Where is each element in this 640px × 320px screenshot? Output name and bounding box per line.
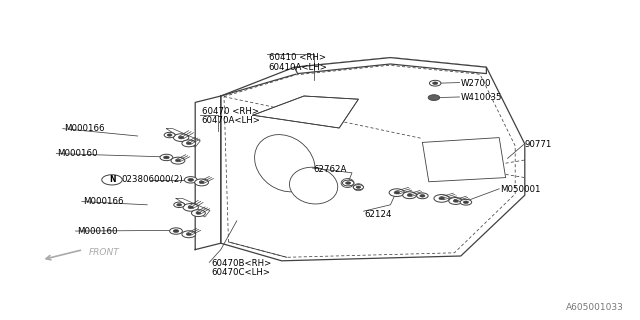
Circle shape bbox=[453, 200, 458, 202]
Circle shape bbox=[173, 134, 189, 141]
Polygon shape bbox=[422, 138, 506, 182]
Text: 62124: 62124 bbox=[365, 210, 392, 219]
Circle shape bbox=[342, 180, 354, 186]
Ellipse shape bbox=[341, 179, 354, 188]
Text: M000160: M000160 bbox=[77, 227, 117, 236]
Circle shape bbox=[188, 178, 193, 181]
Circle shape bbox=[353, 185, 364, 190]
Circle shape bbox=[182, 140, 196, 147]
Circle shape bbox=[403, 192, 417, 199]
Text: M000166: M000166 bbox=[83, 197, 124, 206]
Circle shape bbox=[394, 191, 399, 194]
Circle shape bbox=[164, 132, 175, 138]
Circle shape bbox=[177, 204, 182, 206]
Circle shape bbox=[167, 134, 172, 136]
Circle shape bbox=[188, 206, 193, 209]
Circle shape bbox=[346, 182, 351, 184]
Circle shape bbox=[184, 177, 197, 183]
Circle shape bbox=[389, 189, 404, 196]
Circle shape bbox=[195, 179, 209, 186]
Ellipse shape bbox=[354, 184, 364, 191]
Circle shape bbox=[449, 197, 463, 204]
Circle shape bbox=[434, 195, 449, 202]
Text: M000166: M000166 bbox=[64, 124, 104, 133]
Circle shape bbox=[429, 80, 441, 86]
Text: 60470 <RH>: 60470 <RH> bbox=[202, 108, 259, 116]
Circle shape bbox=[191, 210, 205, 217]
Text: 60410 <RH>: 60410 <RH> bbox=[269, 53, 326, 62]
Text: W410035: W410035 bbox=[461, 93, 502, 102]
Text: 023806000(2): 023806000(2) bbox=[122, 175, 183, 184]
Text: A605001033: A605001033 bbox=[566, 303, 624, 312]
Text: 62762A: 62762A bbox=[314, 165, 347, 174]
Circle shape bbox=[102, 175, 122, 185]
Circle shape bbox=[356, 186, 361, 188]
Circle shape bbox=[182, 231, 196, 238]
Circle shape bbox=[174, 202, 185, 208]
Text: 60410A<LH>: 60410A<LH> bbox=[269, 63, 328, 72]
Circle shape bbox=[417, 193, 428, 199]
Text: 60470B<RH>: 60470B<RH> bbox=[211, 260, 271, 268]
Ellipse shape bbox=[289, 167, 338, 204]
Circle shape bbox=[420, 195, 425, 197]
Circle shape bbox=[439, 197, 444, 200]
Text: FRONT: FRONT bbox=[88, 248, 119, 257]
Ellipse shape bbox=[255, 135, 315, 192]
Polygon shape bbox=[253, 96, 358, 128]
Circle shape bbox=[183, 204, 198, 211]
Circle shape bbox=[407, 194, 412, 196]
Circle shape bbox=[433, 82, 438, 84]
Circle shape bbox=[175, 159, 180, 162]
Circle shape bbox=[463, 201, 468, 204]
Circle shape bbox=[171, 157, 185, 164]
Circle shape bbox=[170, 228, 182, 234]
Circle shape bbox=[160, 154, 173, 161]
Circle shape bbox=[164, 156, 169, 159]
Text: M000160: M000160 bbox=[58, 149, 98, 158]
Text: 60470C<LH>: 60470C<LH> bbox=[211, 268, 270, 277]
Polygon shape bbox=[294, 58, 486, 74]
Polygon shape bbox=[221, 58, 525, 261]
Circle shape bbox=[186, 233, 191, 236]
Circle shape bbox=[196, 212, 201, 214]
Circle shape bbox=[428, 95, 440, 100]
Polygon shape bbox=[195, 96, 221, 250]
Text: N: N bbox=[109, 175, 115, 184]
Circle shape bbox=[179, 136, 184, 139]
Circle shape bbox=[173, 230, 179, 232]
Circle shape bbox=[186, 142, 191, 145]
Circle shape bbox=[199, 181, 204, 184]
Text: W2700: W2700 bbox=[461, 79, 492, 88]
Text: 60470A<LH>: 60470A<LH> bbox=[202, 116, 260, 125]
Circle shape bbox=[460, 199, 472, 205]
Text: M050001: M050001 bbox=[500, 185, 541, 194]
Text: 90771: 90771 bbox=[525, 140, 552, 149]
